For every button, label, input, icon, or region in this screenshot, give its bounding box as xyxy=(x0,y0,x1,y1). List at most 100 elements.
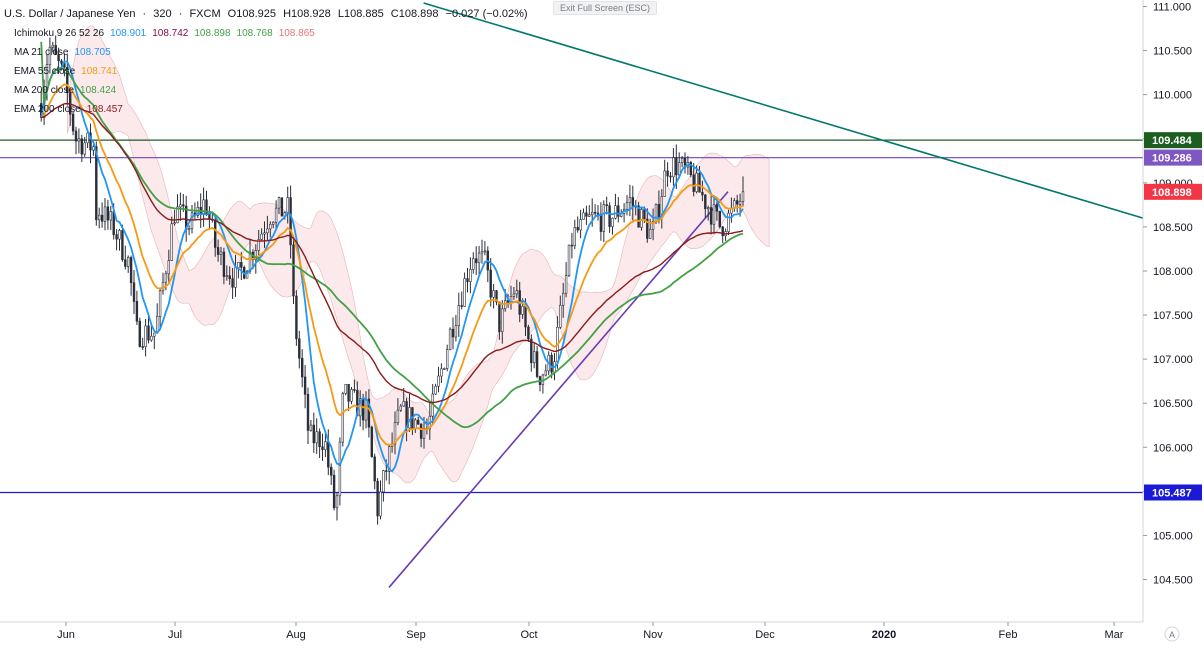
candle xyxy=(701,180,704,202)
candle xyxy=(527,324,530,342)
indicator-legend-row[interactable]: MA 200 close 108.424 xyxy=(14,85,116,96)
candle xyxy=(457,292,460,337)
indicator-legend-row[interactable]: Ichimoku 9 26 52 26 108.901 108.742 108.898… xyxy=(14,28,315,39)
candle-body xyxy=(677,162,681,176)
price-tick-label: 105.000 xyxy=(1153,530,1193,542)
candle xyxy=(54,35,57,56)
price-tick-label: 104.500 xyxy=(1153,574,1193,586)
candle xyxy=(271,221,275,229)
ma-line xyxy=(40,41,744,429)
candle-body xyxy=(295,295,298,340)
candle xyxy=(295,290,298,346)
candle-body xyxy=(657,204,661,218)
candle-body xyxy=(257,239,260,251)
candle-body xyxy=(477,252,481,264)
candle xyxy=(173,209,176,226)
indicator-name: EMA 55 close xyxy=(14,66,76,77)
candle-body xyxy=(387,446,391,472)
candle-body xyxy=(327,441,330,468)
indicator-legend-row[interactable]: EMA 200 close 108.457 xyxy=(14,104,123,115)
candle xyxy=(437,366,440,393)
candle xyxy=(324,431,327,458)
interval-label[interactable]: 320 xyxy=(153,8,172,20)
candle-body xyxy=(80,138,84,155)
candle-body xyxy=(727,212,730,232)
candle-body xyxy=(396,409,400,423)
candle-body xyxy=(564,275,568,294)
candle xyxy=(692,162,695,197)
candle-body xyxy=(263,232,266,235)
candle xyxy=(103,197,107,231)
candle xyxy=(129,255,133,296)
candle-body xyxy=(611,217,614,227)
price-tick-label: 108.000 xyxy=(1153,266,1193,278)
time-tick-label: Nov xyxy=(643,629,663,641)
indicator-value: 108.457 xyxy=(86,104,123,115)
indicator-value: 108.705 xyxy=(74,47,111,58)
indicator-legend-row[interactable]: EMA 55 close 108.741 xyxy=(14,66,117,77)
candle xyxy=(532,342,536,369)
candle-body xyxy=(150,335,153,341)
candle-body xyxy=(280,197,284,217)
candle xyxy=(167,249,170,284)
candle-body xyxy=(416,419,420,425)
exchange-label: FXCM xyxy=(189,8,221,20)
candle xyxy=(274,200,278,230)
candle xyxy=(495,289,498,306)
candle xyxy=(237,261,240,279)
candle-body xyxy=(109,211,113,221)
symbol-name[interactable]: U.S. Dollar / Japanese Yen xyxy=(4,8,136,20)
candle xyxy=(695,165,698,194)
candle-body xyxy=(698,172,701,193)
price-label-text: 109.286 xyxy=(1152,153,1192,165)
candle-body xyxy=(240,262,243,268)
candle xyxy=(48,37,52,74)
indicator-legend-row[interactable]: MA 21 close 108.705 xyxy=(14,47,111,58)
candle-body xyxy=(483,250,487,253)
candle xyxy=(329,463,333,485)
candle-body xyxy=(103,206,107,222)
candle xyxy=(608,202,611,233)
candle-body xyxy=(225,275,228,277)
trendline[interactable] xyxy=(423,2,1144,219)
candle-body xyxy=(663,170,666,197)
candle-body xyxy=(332,474,336,509)
candle xyxy=(709,194,713,235)
candle-body xyxy=(460,305,463,307)
candle-body xyxy=(144,325,147,348)
candle-body xyxy=(440,368,443,377)
candle-body xyxy=(71,113,75,132)
candle-body xyxy=(338,441,342,497)
ma-line xyxy=(40,102,744,404)
candle-body xyxy=(524,306,527,328)
candle-body xyxy=(83,142,86,155)
price-tick-label: 108.500 xyxy=(1153,222,1193,234)
candle xyxy=(451,317,455,350)
candle-body xyxy=(164,273,168,283)
candle-body xyxy=(158,290,162,317)
candle xyxy=(298,330,301,369)
candle-body xyxy=(669,175,672,178)
price-label-badge xyxy=(1144,149,1202,166)
candle-body xyxy=(190,212,194,229)
candle-body xyxy=(515,290,519,295)
candle xyxy=(666,162,669,187)
candle-body xyxy=(434,385,437,395)
candle-body xyxy=(245,270,249,279)
candle-body xyxy=(628,197,632,204)
candle-body xyxy=(214,219,217,248)
trendline[interactable] xyxy=(388,191,729,588)
exit-fullscreen-button[interactable]: Exit Full Screen (ESC) xyxy=(553,1,658,15)
candle xyxy=(216,239,220,262)
candle xyxy=(115,229,118,251)
candle-body xyxy=(521,306,524,315)
auto-scale-icon[interactable]: A xyxy=(1164,626,1180,642)
candle xyxy=(179,192,182,221)
candle xyxy=(289,185,292,259)
price-label-badge xyxy=(1144,484,1202,501)
candle-body xyxy=(457,305,460,326)
candle xyxy=(219,246,223,266)
candle xyxy=(605,196,608,215)
